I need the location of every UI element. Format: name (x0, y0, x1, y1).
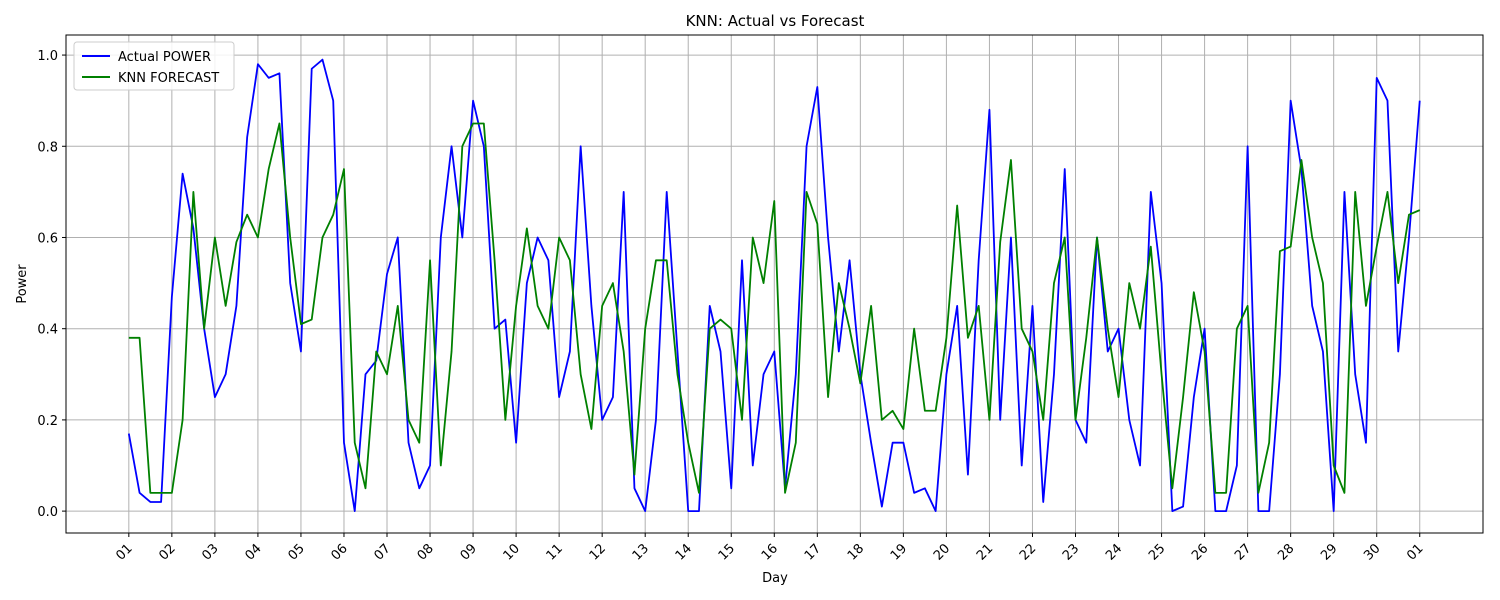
y-tick-label: 1.0 (37, 49, 58, 64)
x-tick-label: 11 (544, 541, 566, 563)
x-tick-label: 30 (1361, 541, 1383, 563)
x-tick-label: 29 (1318, 541, 1340, 563)
x-tick-label: 10 (501, 541, 523, 563)
x-tick-label: 24 (1103, 541, 1125, 563)
x-tick-label: 06 (328, 541, 350, 563)
x-axis-label: Day (762, 571, 788, 586)
y-axis-label: Power (15, 264, 30, 304)
legend-label: Actual POWER (118, 50, 211, 65)
legend-box (73, 41, 235, 91)
x-tick-label: 21 (974, 541, 996, 563)
x-tick-label: 18 (845, 541, 867, 563)
x-tick-label: 19 (888, 541, 910, 563)
axes-frame (65, 34, 1484, 534)
x-tick-label: 26 (1189, 541, 1211, 563)
x-tick-label: 01 (1404, 541, 1426, 563)
x-tick-label: 09 (458, 541, 480, 563)
x-tick-label: 04 (242, 541, 264, 563)
chart-title: KNN: Actual vs Forecast (686, 12, 865, 30)
x-tick-label: 28 (1275, 541, 1297, 563)
x-tick-label: 16 (759, 541, 781, 563)
y-tick-label: 0.0 (37, 505, 58, 520)
x-tick-label: 25 (1146, 541, 1168, 563)
legend-label: KNN FORECAST (118, 71, 219, 86)
x-tick-label: 12 (587, 541, 609, 563)
x-tick-label: 17 (802, 541, 824, 563)
x-tick-label: 27 (1232, 541, 1254, 563)
x-tick-label: 01 (113, 541, 135, 563)
x-tick-label: 22 (1017, 541, 1039, 563)
series-line (127, 58, 1421, 513)
y-tick-label: 0.2 (37, 414, 58, 429)
x-tick-label: 23 (1060, 541, 1082, 563)
x-tick-label: 15 (716, 541, 738, 563)
series-line (128, 122, 1421, 494)
x-tick-label: 20 (931, 541, 953, 563)
y-tick-label: 0.6 (37, 231, 58, 246)
x-tick-label: 02 (156, 541, 178, 563)
x-tick-label: 13 (630, 541, 652, 563)
x-tick-label: 14 (673, 541, 695, 563)
x-tick-label: 05 (285, 541, 307, 563)
y-tick-label: 0.4 (37, 323, 58, 338)
y-tick-label: 0.8 (37, 140, 58, 155)
x-tick-label: 03 (199, 541, 221, 563)
x-tick-label: 08 (415, 541, 437, 563)
x-tick-label: 07 (372, 541, 394, 563)
